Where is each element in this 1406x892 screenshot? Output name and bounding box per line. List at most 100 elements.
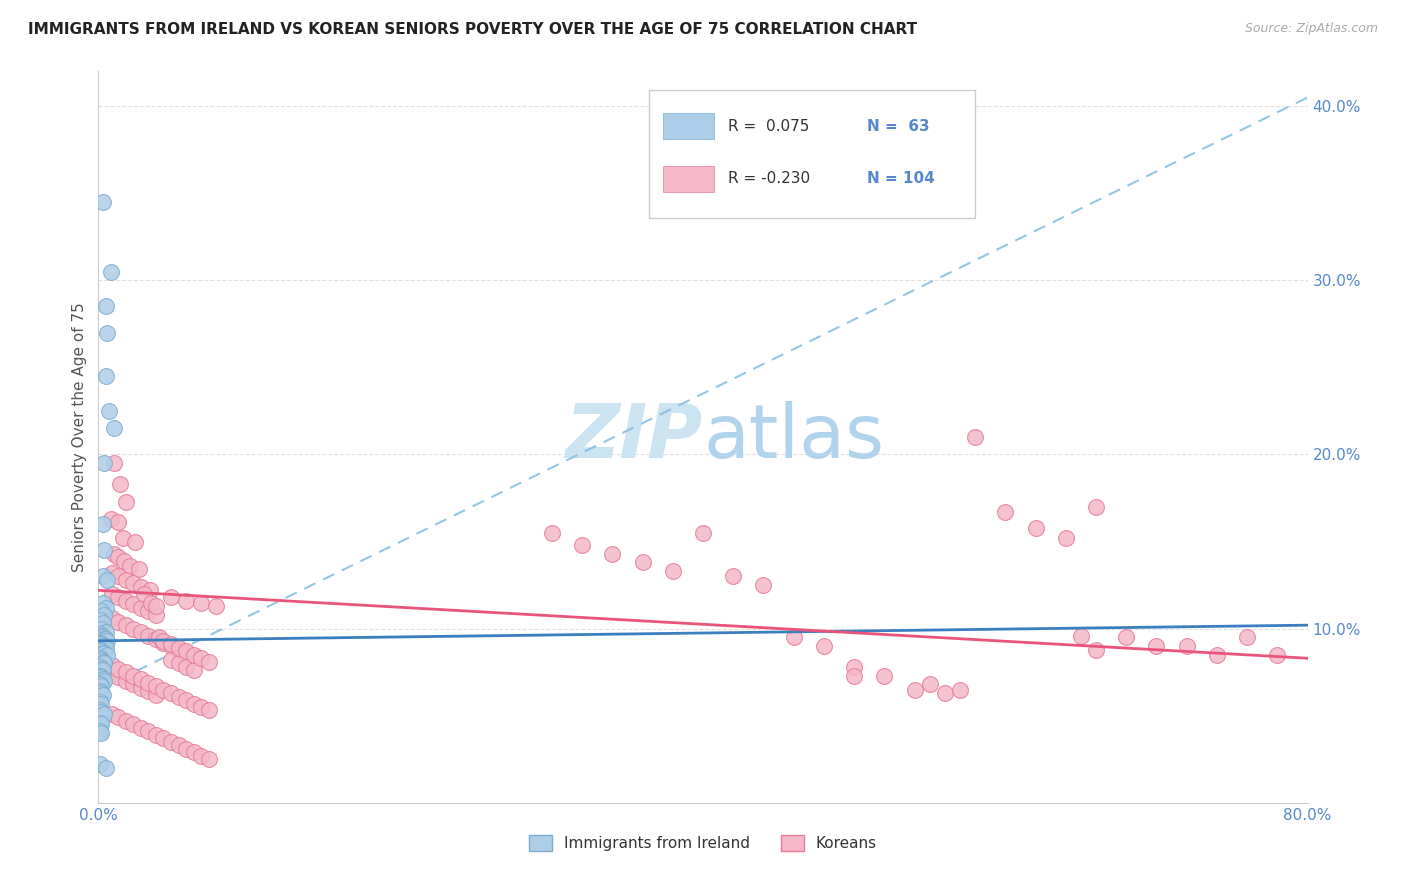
Point <box>160 653 183 667</box>
Point <box>167 642 190 657</box>
Point <box>91 595 114 609</box>
Point <box>160 591 183 605</box>
Point <box>692 525 714 540</box>
Point <box>101 667 124 681</box>
Point <box>94 640 117 655</box>
Point <box>91 616 114 631</box>
Point <box>114 665 136 680</box>
Point <box>103 547 125 561</box>
Point <box>90 604 112 618</box>
Point <box>152 635 174 649</box>
Point <box>139 583 162 598</box>
Point <box>91 646 114 660</box>
Point <box>783 631 806 645</box>
Point <box>93 456 115 470</box>
Point <box>122 576 145 591</box>
Point <box>145 688 167 702</box>
Point <box>90 670 112 684</box>
Point <box>190 595 212 609</box>
Point <box>160 735 183 749</box>
Point <box>174 660 197 674</box>
Point <box>103 421 125 435</box>
Point <box>752 578 775 592</box>
Point <box>813 639 835 653</box>
Point <box>129 600 152 615</box>
Point <box>89 660 111 674</box>
Point <box>91 194 114 209</box>
Point <box>94 625 117 640</box>
Point <box>114 594 136 608</box>
Point <box>141 595 163 609</box>
Point <box>90 679 112 693</box>
Point <box>129 681 152 695</box>
Point <box>174 594 197 608</box>
Point <box>183 664 205 678</box>
Point <box>1115 631 1137 645</box>
Point <box>114 494 136 508</box>
Point <box>128 562 150 576</box>
Point <box>183 697 205 711</box>
Point <box>93 646 115 660</box>
Point <box>101 587 124 601</box>
Point <box>101 566 124 580</box>
Point <box>949 682 972 697</box>
Point <box>571 538 593 552</box>
Point <box>1267 648 1289 662</box>
Point <box>844 668 866 682</box>
Point <box>90 629 112 643</box>
Point <box>107 670 129 684</box>
Point <box>94 300 117 314</box>
Point <box>90 662 112 676</box>
Point <box>844 660 866 674</box>
Point <box>904 682 927 697</box>
Point <box>94 600 117 615</box>
Point <box>197 704 219 718</box>
Point <box>122 597 145 611</box>
Point <box>160 639 183 653</box>
Point <box>145 728 167 742</box>
Point <box>107 662 129 676</box>
Point <box>174 646 197 660</box>
Point <box>167 739 190 753</box>
Point <box>93 639 115 653</box>
Point <box>190 651 212 665</box>
Point <box>107 516 129 530</box>
Point <box>114 673 136 688</box>
Point <box>873 668 896 682</box>
Point <box>145 607 167 622</box>
Point <box>91 655 114 669</box>
Point <box>122 668 145 682</box>
Point <box>89 757 111 772</box>
Point <box>1085 642 1108 657</box>
Text: Source: ZipAtlas.com: Source: ZipAtlas.com <box>1244 22 1378 36</box>
Point <box>90 697 112 711</box>
Y-axis label: Seniors Poverty Over the Age of 75: Seniors Poverty Over the Age of 75 <box>72 302 87 572</box>
Point <box>112 554 135 568</box>
Point <box>91 688 114 702</box>
Point <box>89 684 111 698</box>
Point <box>94 369 117 384</box>
Point <box>145 632 167 646</box>
Point <box>129 672 152 686</box>
Point <box>91 639 114 653</box>
Point <box>1085 500 1108 514</box>
Point <box>96 633 118 648</box>
Point <box>183 745 205 759</box>
Point <box>90 726 112 740</box>
Point <box>93 706 115 721</box>
Point <box>93 632 115 646</box>
Point <box>90 644 112 658</box>
FancyBboxPatch shape <box>648 89 976 218</box>
Point <box>174 644 197 658</box>
Point <box>160 686 183 700</box>
Point <box>1175 639 1198 653</box>
Point <box>136 629 159 643</box>
Point <box>96 326 118 340</box>
Point <box>167 640 190 655</box>
Point <box>96 648 118 662</box>
Point <box>152 682 174 697</box>
Point <box>602 547 624 561</box>
Point <box>136 684 159 698</box>
Point <box>114 618 136 632</box>
Point <box>1070 629 1092 643</box>
